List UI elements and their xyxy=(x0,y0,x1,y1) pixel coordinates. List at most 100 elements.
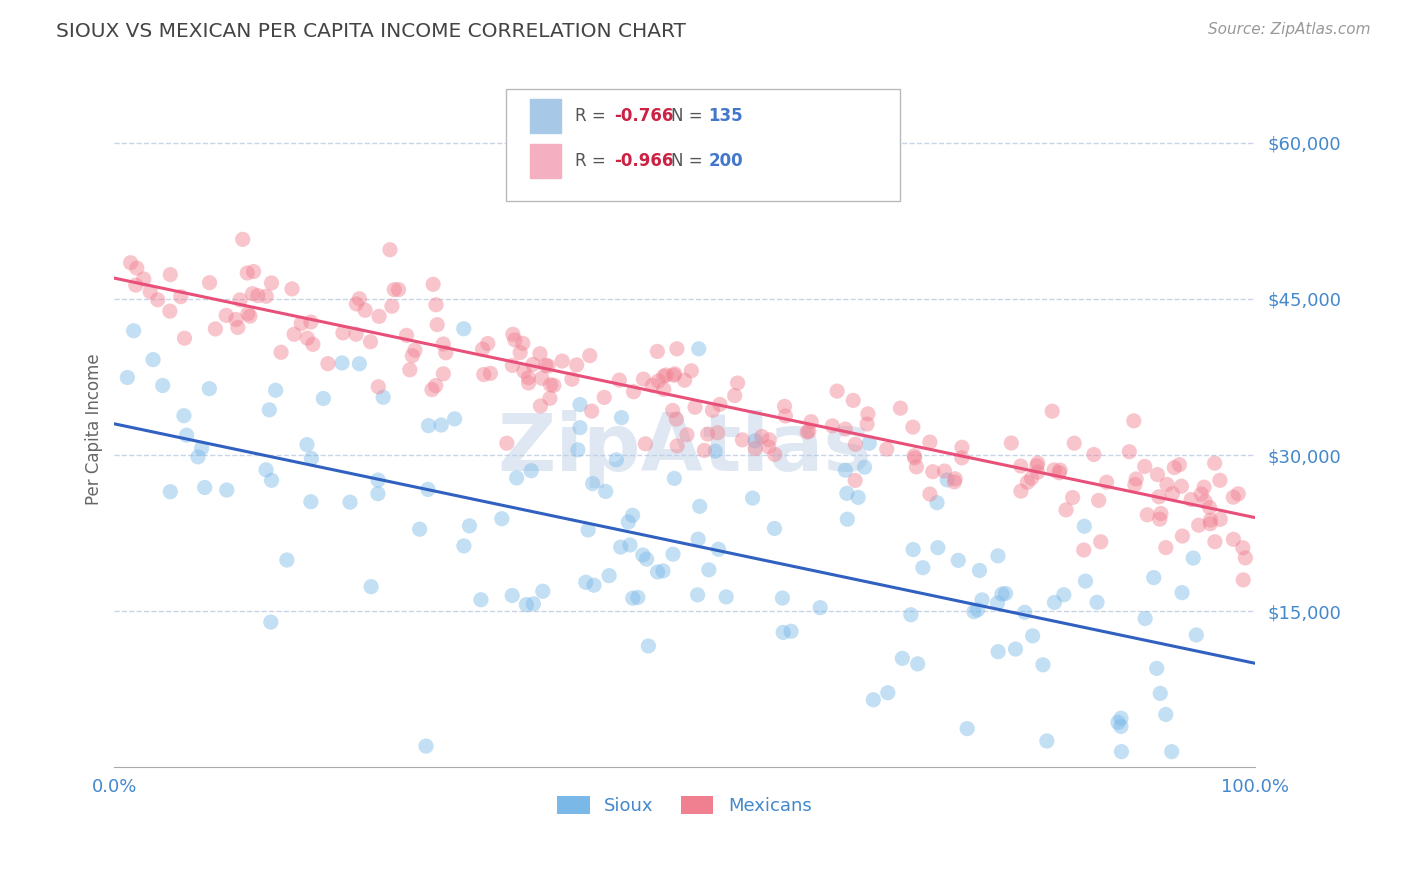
Point xyxy=(259,402,281,417)
Point xyxy=(1021,471,1043,485)
Point xyxy=(198,276,221,290)
Point xyxy=(858,436,880,450)
Point xyxy=(853,460,876,475)
Point xyxy=(987,549,1010,563)
Point xyxy=(373,390,395,404)
Point xyxy=(1170,479,1192,493)
Point xyxy=(367,473,389,487)
Point xyxy=(581,404,603,418)
Point xyxy=(1043,595,1066,609)
Point xyxy=(260,276,283,290)
Point xyxy=(891,651,914,665)
Point xyxy=(605,453,627,467)
Point xyxy=(950,440,973,454)
Point xyxy=(825,384,848,398)
Point xyxy=(299,315,322,329)
Point xyxy=(889,401,911,416)
Point xyxy=(299,495,322,509)
Point xyxy=(530,371,553,385)
Point xyxy=(665,342,688,356)
Point xyxy=(633,372,655,386)
Point xyxy=(471,342,494,356)
Point xyxy=(367,486,389,500)
Point xyxy=(1150,507,1173,521)
Point xyxy=(477,336,499,351)
Point xyxy=(495,436,517,450)
Point xyxy=(568,398,591,412)
Point xyxy=(1147,490,1170,504)
Point xyxy=(1122,414,1144,428)
Point xyxy=(1073,519,1095,533)
Point xyxy=(344,327,367,342)
Point xyxy=(741,491,763,505)
Point xyxy=(950,450,973,465)
Point xyxy=(1043,463,1066,477)
Point xyxy=(159,304,181,318)
Point xyxy=(1232,573,1254,587)
Point xyxy=(610,410,633,425)
Point xyxy=(381,299,404,313)
Point xyxy=(637,639,659,653)
Point xyxy=(1222,533,1244,547)
Point xyxy=(987,645,1010,659)
Point xyxy=(359,334,381,349)
Point xyxy=(683,401,706,415)
Text: 135: 135 xyxy=(709,107,744,125)
Point xyxy=(215,309,238,323)
Point xyxy=(636,552,658,566)
Point xyxy=(538,392,561,406)
Point xyxy=(1063,436,1085,450)
Point xyxy=(994,586,1017,600)
Point xyxy=(706,425,728,440)
Text: -0.766: -0.766 xyxy=(614,107,673,125)
Point xyxy=(378,243,401,257)
Point xyxy=(576,523,599,537)
Point xyxy=(758,440,780,454)
Point xyxy=(1234,550,1257,565)
Point xyxy=(283,327,305,342)
Point xyxy=(1143,571,1166,585)
Point xyxy=(332,326,354,340)
Point xyxy=(904,450,927,465)
Point xyxy=(1109,711,1132,725)
Point xyxy=(173,409,195,423)
Point xyxy=(731,433,754,447)
Point xyxy=(187,450,209,464)
Point xyxy=(515,598,537,612)
Point xyxy=(621,591,644,606)
Point xyxy=(724,388,747,402)
Point xyxy=(662,547,685,561)
Point xyxy=(509,345,531,359)
Point xyxy=(1168,458,1191,472)
Point xyxy=(215,483,238,497)
Point xyxy=(652,369,675,384)
Point xyxy=(551,354,574,368)
Point xyxy=(176,428,198,442)
Point xyxy=(1161,486,1184,500)
Point xyxy=(1171,585,1194,599)
Point xyxy=(627,591,650,605)
Point xyxy=(1189,487,1212,501)
Point xyxy=(837,512,859,526)
Point xyxy=(254,289,277,303)
Point xyxy=(1199,513,1222,527)
Point xyxy=(1010,484,1032,499)
Point xyxy=(349,357,371,371)
Point xyxy=(430,417,453,432)
Point xyxy=(665,412,688,426)
Point xyxy=(1154,707,1177,722)
Point xyxy=(367,380,389,394)
Point xyxy=(647,344,669,359)
Point xyxy=(661,403,683,417)
Point xyxy=(1171,529,1194,543)
Point xyxy=(520,464,543,478)
Point xyxy=(808,600,831,615)
Point xyxy=(796,425,818,439)
Point xyxy=(696,427,718,442)
Point xyxy=(763,448,786,462)
Point xyxy=(1123,477,1146,491)
Point xyxy=(432,367,454,381)
Point xyxy=(387,283,409,297)
Point xyxy=(453,322,475,336)
Point xyxy=(900,607,922,622)
